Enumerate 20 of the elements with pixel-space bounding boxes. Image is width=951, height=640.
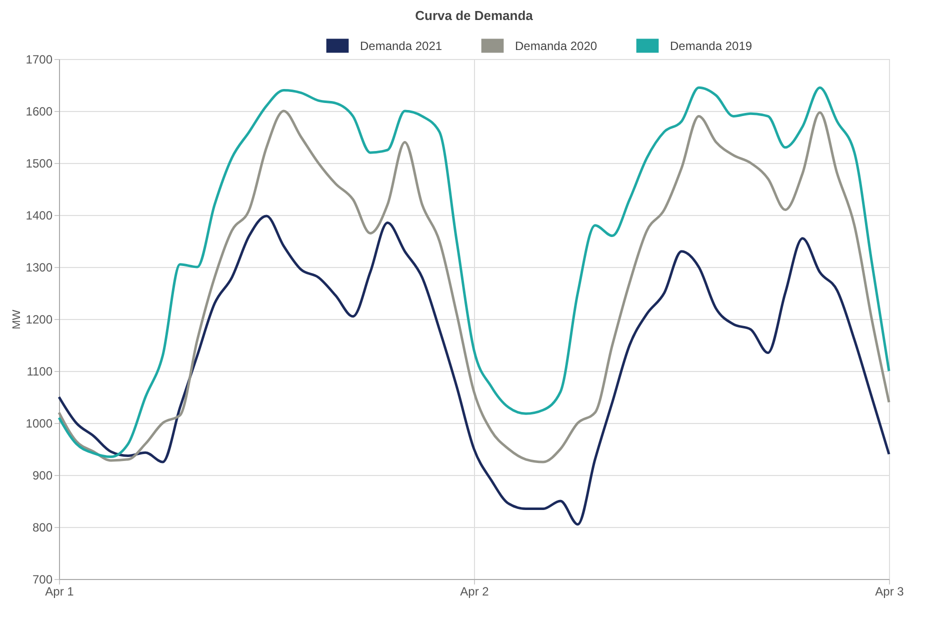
x-tick-label: Apr 1 <box>45 584 74 598</box>
y-tick-label: 1300 <box>26 260 53 274</box>
y-tick-label: 700 <box>32 572 53 586</box>
y-tick-label: 1700 <box>26 52 53 66</box>
legend-label: Demanda 2021 <box>360 38 442 53</box>
y-tick-label: 1400 <box>26 208 53 222</box>
y-axis-title: MW <box>10 309 23 330</box>
y-tick-label: 1100 <box>26 364 53 378</box>
x-tick-label: Apr 2 <box>460 584 490 598</box>
legend-label: Demanda 2020 <box>515 38 598 53</box>
line-series <box>58 214 890 526</box>
y-tick-label: 1200 <box>26 312 53 326</box>
y-tick-label: 900 <box>32 468 53 482</box>
x-tick-label: Apr 3 <box>875 584 904 598</box>
y-tick-label: 1500 <box>26 156 53 170</box>
legend-label: Demanda 2019 <box>670 38 752 53</box>
y-tick-label: 1600 <box>26 104 53 118</box>
chart-title: Curva de Demanda <box>415 8 534 23</box>
y-tick-label: 1000 <box>26 416 53 430</box>
y-tick-label: 800 <box>32 520 53 534</box>
